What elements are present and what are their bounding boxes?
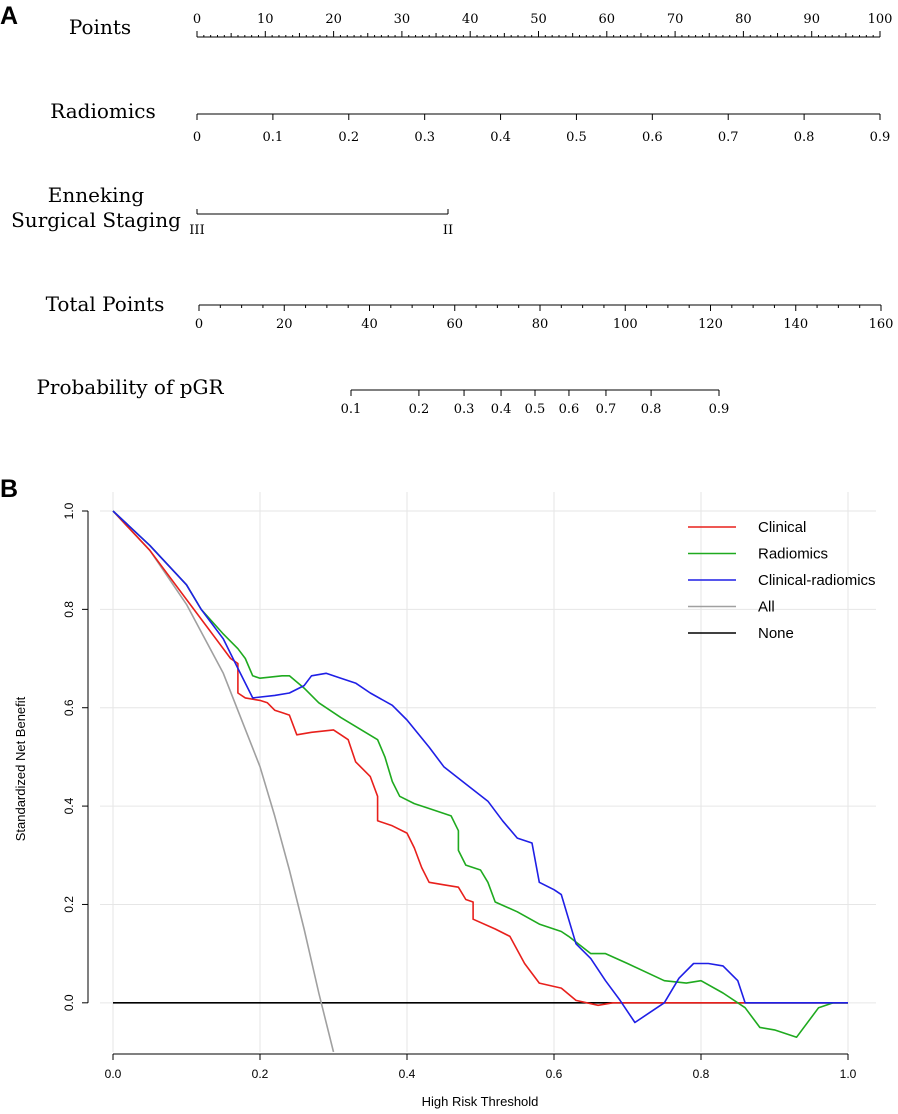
probability-tick-label: 0.4 bbox=[491, 402, 512, 417]
points-tick-label: 50 bbox=[530, 12, 547, 27]
series-line-radiomics bbox=[112, 510, 848, 1038]
total-points-tick-label: 40 bbox=[361, 317, 378, 332]
legend-label-clinical-radiomics: Clinical-radiomics bbox=[758, 572, 876, 589]
radiomics-label: Radiomics bbox=[50, 99, 156, 123]
x-tick-label: 0.0 bbox=[105, 1067, 122, 1081]
y-tick-label: 0.2 bbox=[62, 896, 76, 913]
total-points-tick-label: 160 bbox=[869, 317, 894, 332]
total-points-tick-label: 80 bbox=[532, 317, 549, 332]
radiomics-tick-label: 0.7 bbox=[718, 130, 739, 145]
probability-label: Probability of pGR bbox=[36, 375, 224, 399]
total-points-tick-label: 0 bbox=[195, 317, 203, 332]
total-points-tick-label: 120 bbox=[698, 317, 723, 332]
points-tick-label: 80 bbox=[735, 12, 752, 27]
total-points-tick-label: 140 bbox=[783, 317, 808, 332]
y-axis-title: Standardized Net Benefit bbox=[13, 696, 28, 841]
points-label: Points bbox=[69, 15, 131, 39]
total-points-tick-label: 60 bbox=[446, 317, 463, 332]
total-points-tick-label: 100 bbox=[613, 317, 638, 332]
series-line-all bbox=[112, 510, 335, 1052]
points-tick-label: 20 bbox=[325, 12, 342, 27]
legend-label-clinical: Clinical bbox=[758, 519, 806, 536]
points-tick-label: 90 bbox=[803, 12, 820, 27]
radiomics-tick-label: 0.9 bbox=[870, 130, 891, 145]
points-tick-label: 100 bbox=[868, 12, 893, 27]
y-tick-label: 0.6 bbox=[62, 699, 76, 716]
radiomics-tick-label: 0.1 bbox=[263, 130, 284, 145]
points-tick-label: 10 bbox=[257, 12, 274, 27]
panel-b-letter: B bbox=[0, 475, 18, 503]
x-tick-label: 0.4 bbox=[399, 1067, 416, 1081]
x-tick-label: 1.0 bbox=[840, 1067, 857, 1081]
probability-tick-label: 0.6 bbox=[559, 402, 580, 417]
x-tick-label: 0.8 bbox=[693, 1067, 710, 1081]
radiomics-tick-label: 0.8 bbox=[794, 130, 815, 145]
series-line-clinical-radiomics bbox=[112, 510, 848, 1024]
total-points-label: Total Points bbox=[46, 292, 165, 316]
radiomics-tick-label: 0.4 bbox=[490, 130, 511, 145]
points-tick-label: 70 bbox=[667, 12, 684, 27]
legend-label-all: All bbox=[758, 599, 775, 616]
points-tick-label: 60 bbox=[599, 12, 616, 27]
probability-tick-label: 0.7 bbox=[596, 402, 617, 417]
probability-tick-label: 0.2 bbox=[409, 402, 430, 417]
decision-curve-chart: 0.0 0.2 0.4 0.6 0.8 1.0 0.0 0.2 0.4 0.6 0.8 1.0 High… bbox=[13, 492, 876, 1109]
radiomics-tick-label: 0.2 bbox=[338, 130, 359, 145]
legend-label-radiomics: Radiomics bbox=[758, 546, 828, 563]
points-tick-label: 40 bbox=[462, 12, 479, 27]
enneking-label-line1: Enneking bbox=[48, 183, 145, 207]
enneking-label-line2: Surgical Staging bbox=[11, 208, 181, 232]
probability-tick-label: 0.1 bbox=[341, 402, 362, 417]
y-tick-label: 0.0 bbox=[62, 994, 76, 1011]
legend-label-none: None bbox=[758, 625, 794, 642]
y-tick-label: 1.0 bbox=[62, 502, 76, 519]
x-tick-label: 0.6 bbox=[546, 1067, 563, 1081]
y-tick-label: 0.8 bbox=[62, 601, 76, 618]
x-axis-title: High Risk Threshold bbox=[422, 1094, 539, 1109]
radiomics-tick-label: 0.5 bbox=[566, 130, 587, 145]
panel-a-letter: A bbox=[0, 2, 18, 30]
radiomics-tick-label: 0.6 bbox=[642, 130, 663, 145]
probability-tick-label: 0.3 bbox=[454, 402, 475, 417]
points-tick-label: 30 bbox=[394, 12, 411, 27]
radiomics-tick-label: 0 bbox=[193, 130, 201, 145]
enneking-tick-label: III bbox=[189, 223, 204, 238]
probability-tick-label: 0.5 bbox=[525, 402, 546, 417]
nomogram: Points 0 10 20 30 40 50 60 70 80 90 100 Radiomics 0 0.… bbox=[11, 12, 893, 417]
total-points-tick-label: 20 bbox=[276, 317, 293, 332]
curves-group bbox=[112, 510, 848, 1052]
probability-tick-label: 0.9 bbox=[709, 402, 730, 417]
radiomics-tick-label: 0.3 bbox=[414, 130, 435, 145]
y-tick-label: 0.4 bbox=[62, 797, 76, 814]
points-tick-label: 0 bbox=[193, 12, 201, 27]
probability-tick-label: 0.8 bbox=[641, 402, 662, 417]
enneking-tick-label: II bbox=[443, 223, 453, 238]
x-tick-label: 0.2 bbox=[252, 1067, 269, 1081]
series-line-clinical bbox=[112, 510, 848, 1007]
